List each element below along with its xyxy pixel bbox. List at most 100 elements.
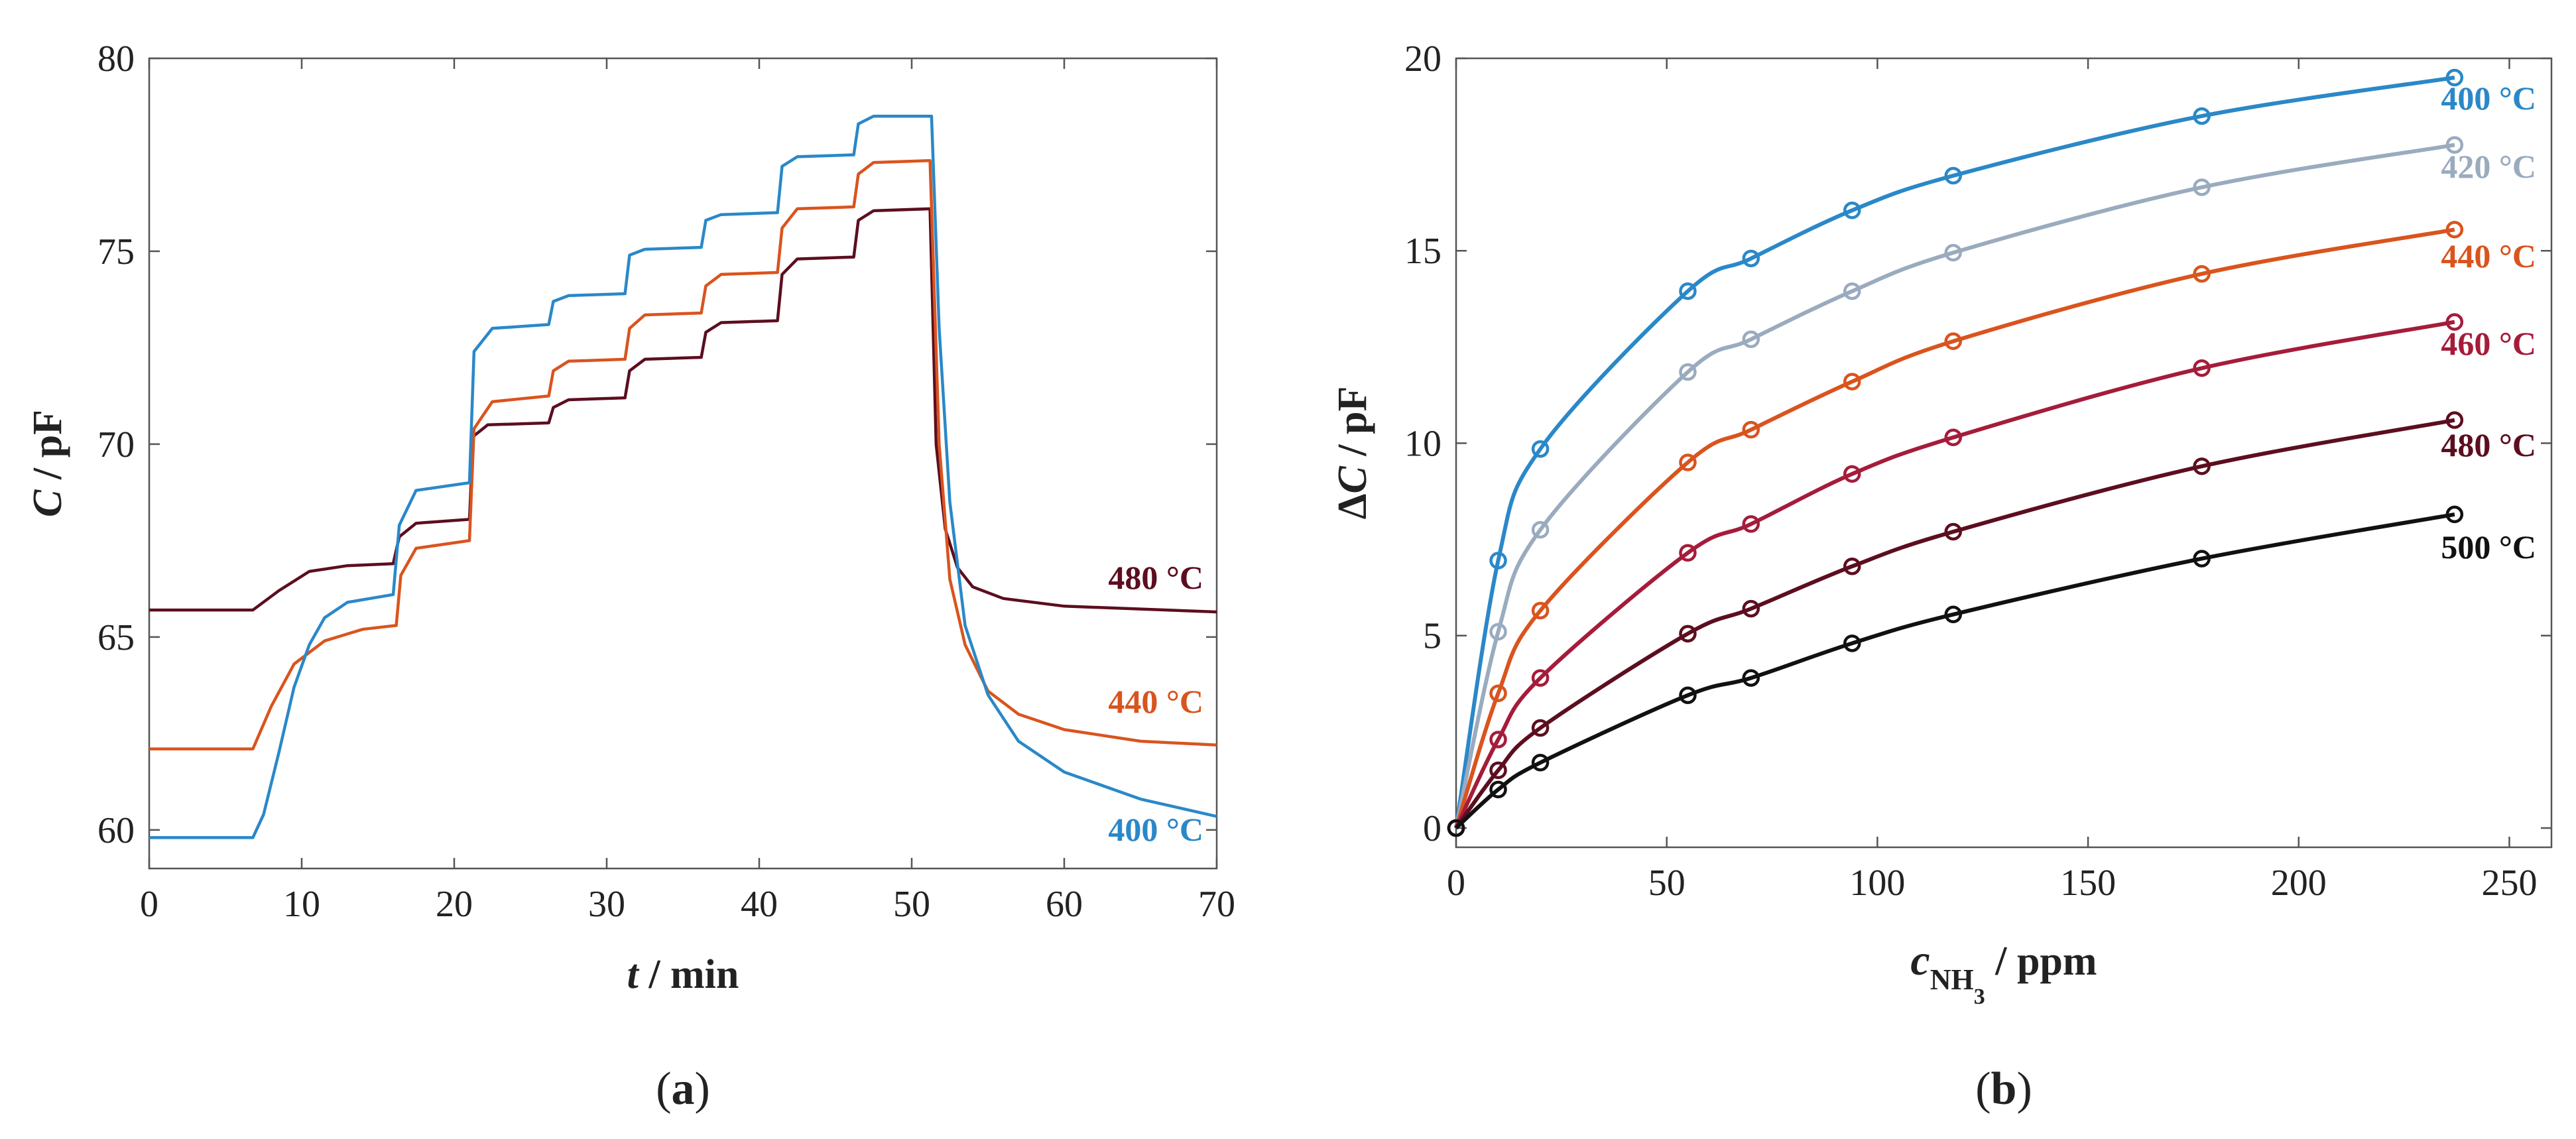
x-tick-label: 10 — [283, 884, 320, 925]
y-tick-label: 60 — [97, 810, 135, 851]
data-point — [1679, 363, 1697, 381]
y-axis-title-prefix: Δ — [1330, 494, 1375, 520]
x-axis-title-unit: / ppm — [1985, 939, 2097, 984]
data-point — [1531, 601, 1550, 620]
x-axis-title: cNH3 / ppm — [1910, 936, 2097, 1009]
y-axis-title-unit: / pF — [1330, 387, 1375, 467]
data-point — [2193, 359, 2211, 377]
data-point — [1742, 330, 1760, 349]
panel-label: (b) — [1975, 1063, 2032, 1114]
x-tick-label: 30 — [588, 884, 625, 925]
data-point — [1679, 625, 1697, 643]
data-point — [2193, 457, 2211, 475]
panel-label-open: ( — [656, 1063, 671, 1114]
y-tick-label: 5 — [1423, 616, 1441, 657]
series-label: 480 °C — [2441, 426, 2536, 463]
data-point — [1742, 515, 1760, 533]
x-axis-title-unit: / min — [639, 952, 739, 997]
data-point — [1843, 373, 1861, 390]
series-label: 480 °C — [1108, 559, 1203, 596]
data-point — [2445, 136, 2464, 154]
data-point — [1742, 420, 1760, 439]
data-point — [2445, 221, 2464, 239]
x-tick-label: 60 — [1046, 884, 1083, 925]
panel-label-close: ) — [695, 1063, 710, 1114]
x-axis-title-subscript: NH — [1930, 963, 1974, 996]
series-line — [149, 207, 1217, 614]
data-point — [1531, 669, 1550, 687]
y-tick-label: 80 — [97, 38, 135, 80]
data-point — [1944, 332, 1963, 350]
x-tick-label: 20 — [436, 884, 473, 925]
data-point — [1531, 754, 1550, 772]
y-axis-title: C / pF — [25, 410, 70, 517]
y-axis-title-variable: C — [25, 489, 70, 517]
y-axis-title: ΔC / pF — [1330, 387, 1375, 520]
plot-frame — [1455, 57, 2553, 849]
y-tick-label: 15 — [1404, 231, 1441, 272]
series-label: 460 °C — [2441, 325, 2536, 362]
series-line — [1454, 76, 2455, 829]
data-point — [1944, 166, 1963, 185]
x-tick-label: 40 — [741, 884, 778, 925]
x-tick-label: 70 — [1198, 884, 1235, 925]
x-tick-label: 100 — [1849, 863, 1905, 904]
y-axis-title-unit: / pF — [25, 410, 70, 490]
data-point — [1843, 202, 1861, 219]
series-label: 420 °C — [2441, 148, 2536, 185]
series-line — [1454, 227, 2455, 829]
panel-label-close: ) — [2016, 1063, 2032, 1114]
data-point — [1489, 684, 1507, 703]
data-point — [1679, 544, 1697, 562]
x-tick-label: 200 — [2271, 863, 2327, 904]
data-point — [1679, 282, 1697, 300]
data-point — [1742, 599, 1760, 618]
x-tick-label: 0 — [140, 884, 158, 925]
data-point — [1944, 522, 1963, 541]
data-point — [1944, 428, 1963, 447]
data-point — [1679, 686, 1697, 704]
data-point — [2193, 107, 2211, 125]
series-line — [1454, 320, 2455, 829]
y-tick-label: 65 — [97, 617, 135, 658]
panel-label: (a) — [656, 1063, 710, 1114]
y-tick-label: 20 — [1404, 38, 1441, 80]
series-label: 500 °C — [2441, 528, 2536, 566]
x-tick-label: 0 — [1447, 863, 1465, 904]
y-tick-label: 10 — [1404, 423, 1441, 464]
y-tick-label: 75 — [97, 231, 135, 272]
data-point — [2445, 313, 2464, 331]
data-point — [1843, 557, 1861, 575]
data-point — [1679, 453, 1697, 471]
x-tick-label: 250 — [2481, 863, 2537, 904]
data-point — [1843, 282, 1861, 300]
panel-b-chart: 0 50 100 150 200 250 0 5 10 15 20 cNH3 / ppm ΔC / pF… — [1330, 38, 2553, 1114]
data-point — [2193, 178, 2211, 196]
data-point — [1742, 249, 1760, 268]
y-tick-label: 70 — [97, 424, 135, 465]
data-point — [1531, 520, 1550, 539]
panel-a-chart: 0 10 20 30 40 50 60 70 60 65 70 75 80 t / min C / pF (a… — [25, 38, 1235, 1114]
data-point — [2193, 265, 2211, 283]
series-line — [1454, 143, 2455, 829]
data-point — [2445, 505, 2464, 524]
data-point — [1489, 731, 1507, 749]
series-line — [149, 115, 1217, 839]
data-point — [1489, 780, 1507, 799]
x-tick-label: 50 — [893, 884, 930, 925]
x-tick-label: 50 — [1648, 863, 1686, 904]
data-point — [1742, 669, 1760, 687]
panel-label-open: ( — [1975, 1063, 1991, 1114]
panel-label-letter: b — [1991, 1063, 2017, 1114]
series-label: 440 °C — [2441, 237, 2536, 274]
data-point — [1531, 719, 1550, 737]
panel-label-letter: a — [672, 1063, 695, 1114]
x-tick-label: 150 — [2060, 863, 2116, 904]
x-axis-title: t / min — [627, 952, 739, 997]
data-point — [1447, 819, 1465, 837]
data-point — [2193, 550, 2211, 568]
x-axis-title-variable: t — [627, 952, 640, 997]
data-point — [1489, 623, 1507, 641]
x-axis-title-variable: c — [1910, 936, 1930, 985]
